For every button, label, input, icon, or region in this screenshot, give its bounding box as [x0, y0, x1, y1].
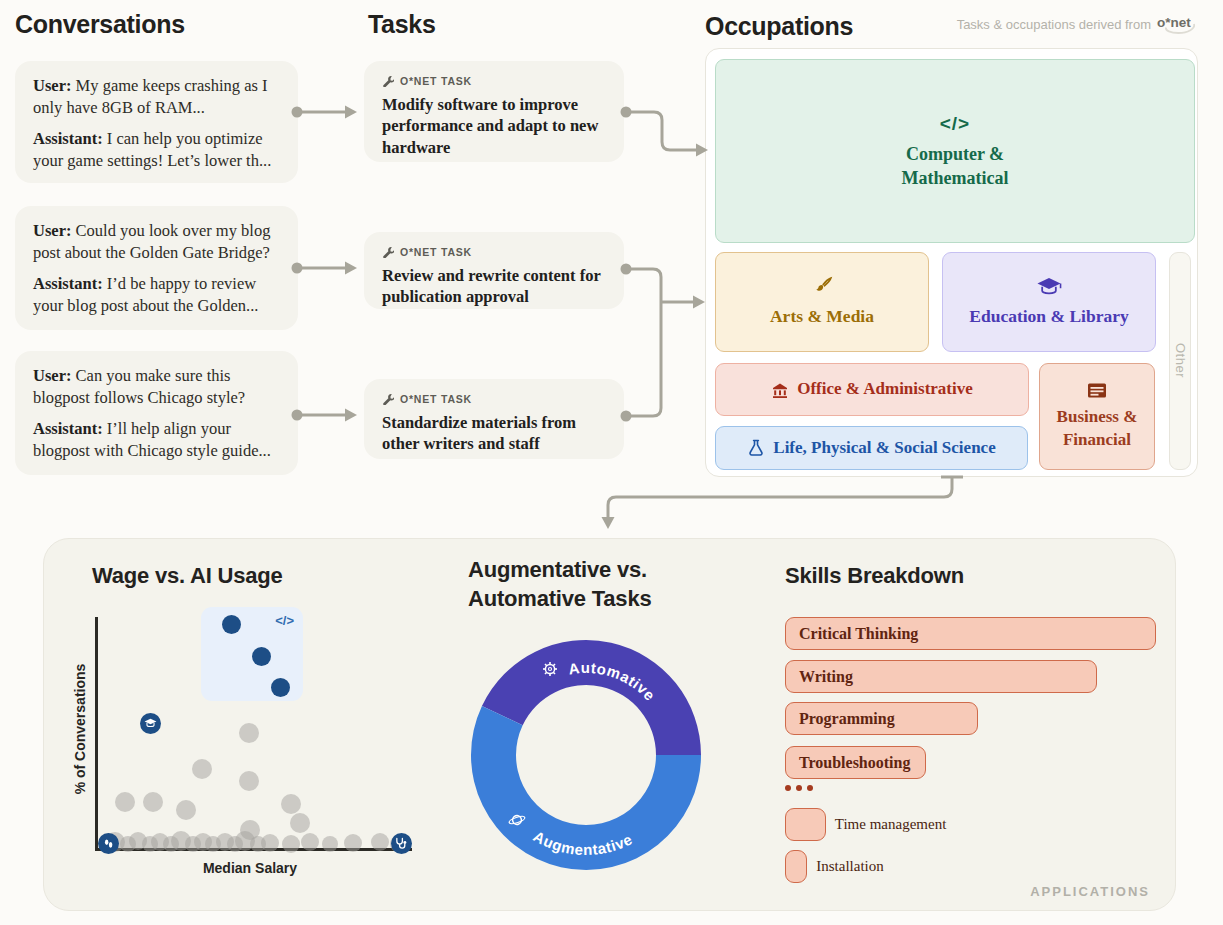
scatter-point	[344, 834, 362, 852]
occupation-education-library: Education & Library	[942, 252, 1156, 352]
skill-bar	[785, 808, 826, 841]
occupation-label: Arts & Media	[770, 305, 874, 328]
scatter-point	[301, 833, 319, 851]
occupation-label: Office & Administrative	[797, 378, 973, 400]
onet-logo: o*net	[1157, 14, 1197, 34]
donut-chart: Automative Augmentative	[466, 635, 706, 875]
wrench-icon	[382, 75, 394, 87]
occupation-office-administrative: Office & Administrative	[715, 363, 1029, 416]
scatter-point	[322, 836, 338, 852]
task-badge: O*NET TASK	[400, 393, 472, 405]
skill-bar: Programming	[785, 702, 978, 735]
scatter-point	[239, 723, 259, 743]
graduation-cap-icon	[144, 718, 157, 729]
scatter-point-highlight	[222, 615, 241, 634]
graduation-cap-icon	[1036, 277, 1062, 298]
skill-bar: Writing	[785, 660, 1097, 693]
task-card: O*NET TASK Review and rewrite content fo…	[364, 232, 624, 309]
scatter-point-highlight	[271, 678, 290, 697]
occupation-label: Education & Library	[969, 305, 1128, 328]
scatter-xlabel: Median Salary	[150, 860, 350, 876]
scatter-point	[282, 835, 300, 853]
skill-label: Troubleshooting	[786, 754, 910, 772]
task-badge: O*NET TASK	[400, 246, 472, 258]
scatter-point-graduation-cap	[140, 713, 161, 734]
tasks-heading: Tasks	[368, 10, 436, 39]
task-card: O*NET TASK Standardize materials from ot…	[364, 379, 624, 459]
occupation-label: Life, Physical & Social Science	[773, 437, 995, 459]
code-icon: </>	[940, 112, 970, 137]
scatter-point	[290, 813, 310, 833]
occupation-computer-mathematical: </> Computer & Mathematical	[715, 59, 1195, 243]
wrench-icon	[382, 246, 394, 258]
skills-chart: Critical Thinking Writing Programming Troub…	[785, 617, 1156, 887]
ledger-icon	[1087, 382, 1107, 399]
task-text: Modify software to improve performance a…	[382, 94, 610, 158]
donut-title: Augmentative vs. Automative Tasks	[468, 556, 708, 613]
skill-bar: Troubleshooting	[785, 746, 926, 779]
user-label: User:	[33, 366, 71, 385]
assistant-label: Assistant:	[33, 419, 103, 438]
bank-building-icon	[771, 381, 789, 399]
task-badge: O*NET TASK	[400, 75, 472, 87]
conversation-card: User: My game keeps crashing as I only h…	[15, 61, 298, 183]
paintbrush-icon	[811, 276, 833, 298]
scatter-point	[239, 771, 259, 791]
assistant-label: Assistant:	[33, 274, 103, 293]
occupation-label: Business & Financial	[1047, 406, 1147, 450]
scatter-point	[115, 792, 135, 812]
scatter-point-highlight	[252, 647, 271, 666]
scatter-point	[261, 834, 279, 852]
conversation-card: User: Could you look over my blog post a…	[15, 206, 298, 330]
occupations-heading: Occupations	[705, 12, 853, 41]
skill-label: Time management	[835, 816, 947, 833]
occupation-life-physical-social-science: Life, Physical & Social Science	[715, 426, 1028, 470]
scatter-point	[176, 800, 196, 820]
flask-icon	[747, 439, 765, 457]
conversation-card: User: Can you make sure this blogpost fo…	[15, 351, 298, 475]
occupation-label: Other	[1172, 343, 1189, 378]
skill-label: Writing	[786, 668, 853, 686]
task-card: O*NET TASK Modify software to improve pe…	[364, 61, 624, 162]
skill-label: Programming	[786, 710, 895, 728]
attribution: Tasks & occupations derived from o*net	[957, 14, 1197, 34]
user-label: User:	[33, 76, 71, 95]
scatter-point	[371, 833, 389, 851]
truncation-ellipsis	[785, 785, 813, 791]
wrench-icon	[382, 393, 394, 405]
assistant-label: Assistant:	[33, 129, 103, 148]
scatter-point-stethoscope	[391, 833, 412, 854]
scatter-plot	[95, 617, 412, 851]
occupation-arts-media: Arts & Media	[715, 252, 929, 352]
conversations-heading: Conversations	[15, 10, 185, 39]
skill-label: Installation	[816, 858, 884, 875]
task-text: Standardize materials from other writers…	[382, 412, 610, 455]
occupation-label: Computer & Mathematical	[885, 143, 1025, 190]
occupation-other: Other	[1169, 252, 1191, 470]
scatter-point	[192, 759, 212, 779]
scatter-ylabel: % of Conversations	[72, 619, 88, 839]
scatter-title: Wage vs. AI Usage	[92, 562, 283, 591]
skill-bar: Critical Thinking	[785, 617, 1156, 650]
scatter-point-footprints	[98, 833, 119, 854]
footprints-icon	[103, 838, 114, 849]
occupation-business-financial: Business & Financial	[1039, 363, 1155, 470]
attribution-text: Tasks & occupations derived from	[957, 17, 1151, 32]
user-label: User:	[33, 221, 71, 240]
stethoscope-icon	[395, 837, 407, 849]
skill-bar	[785, 850, 807, 883]
occupations-panel: </> Computer & Mathematical Arts & Media…	[705, 48, 1198, 477]
skill-label: Critical Thinking	[786, 625, 918, 643]
scatter-point	[143, 792, 163, 812]
scatter-point	[281, 794, 301, 814]
skills-title: Skills Breakdown	[785, 562, 964, 591]
applications-panel-label: APPLICATIONS	[1030, 884, 1150, 899]
task-text: Review and rewrite content for publicati…	[382, 265, 610, 308]
